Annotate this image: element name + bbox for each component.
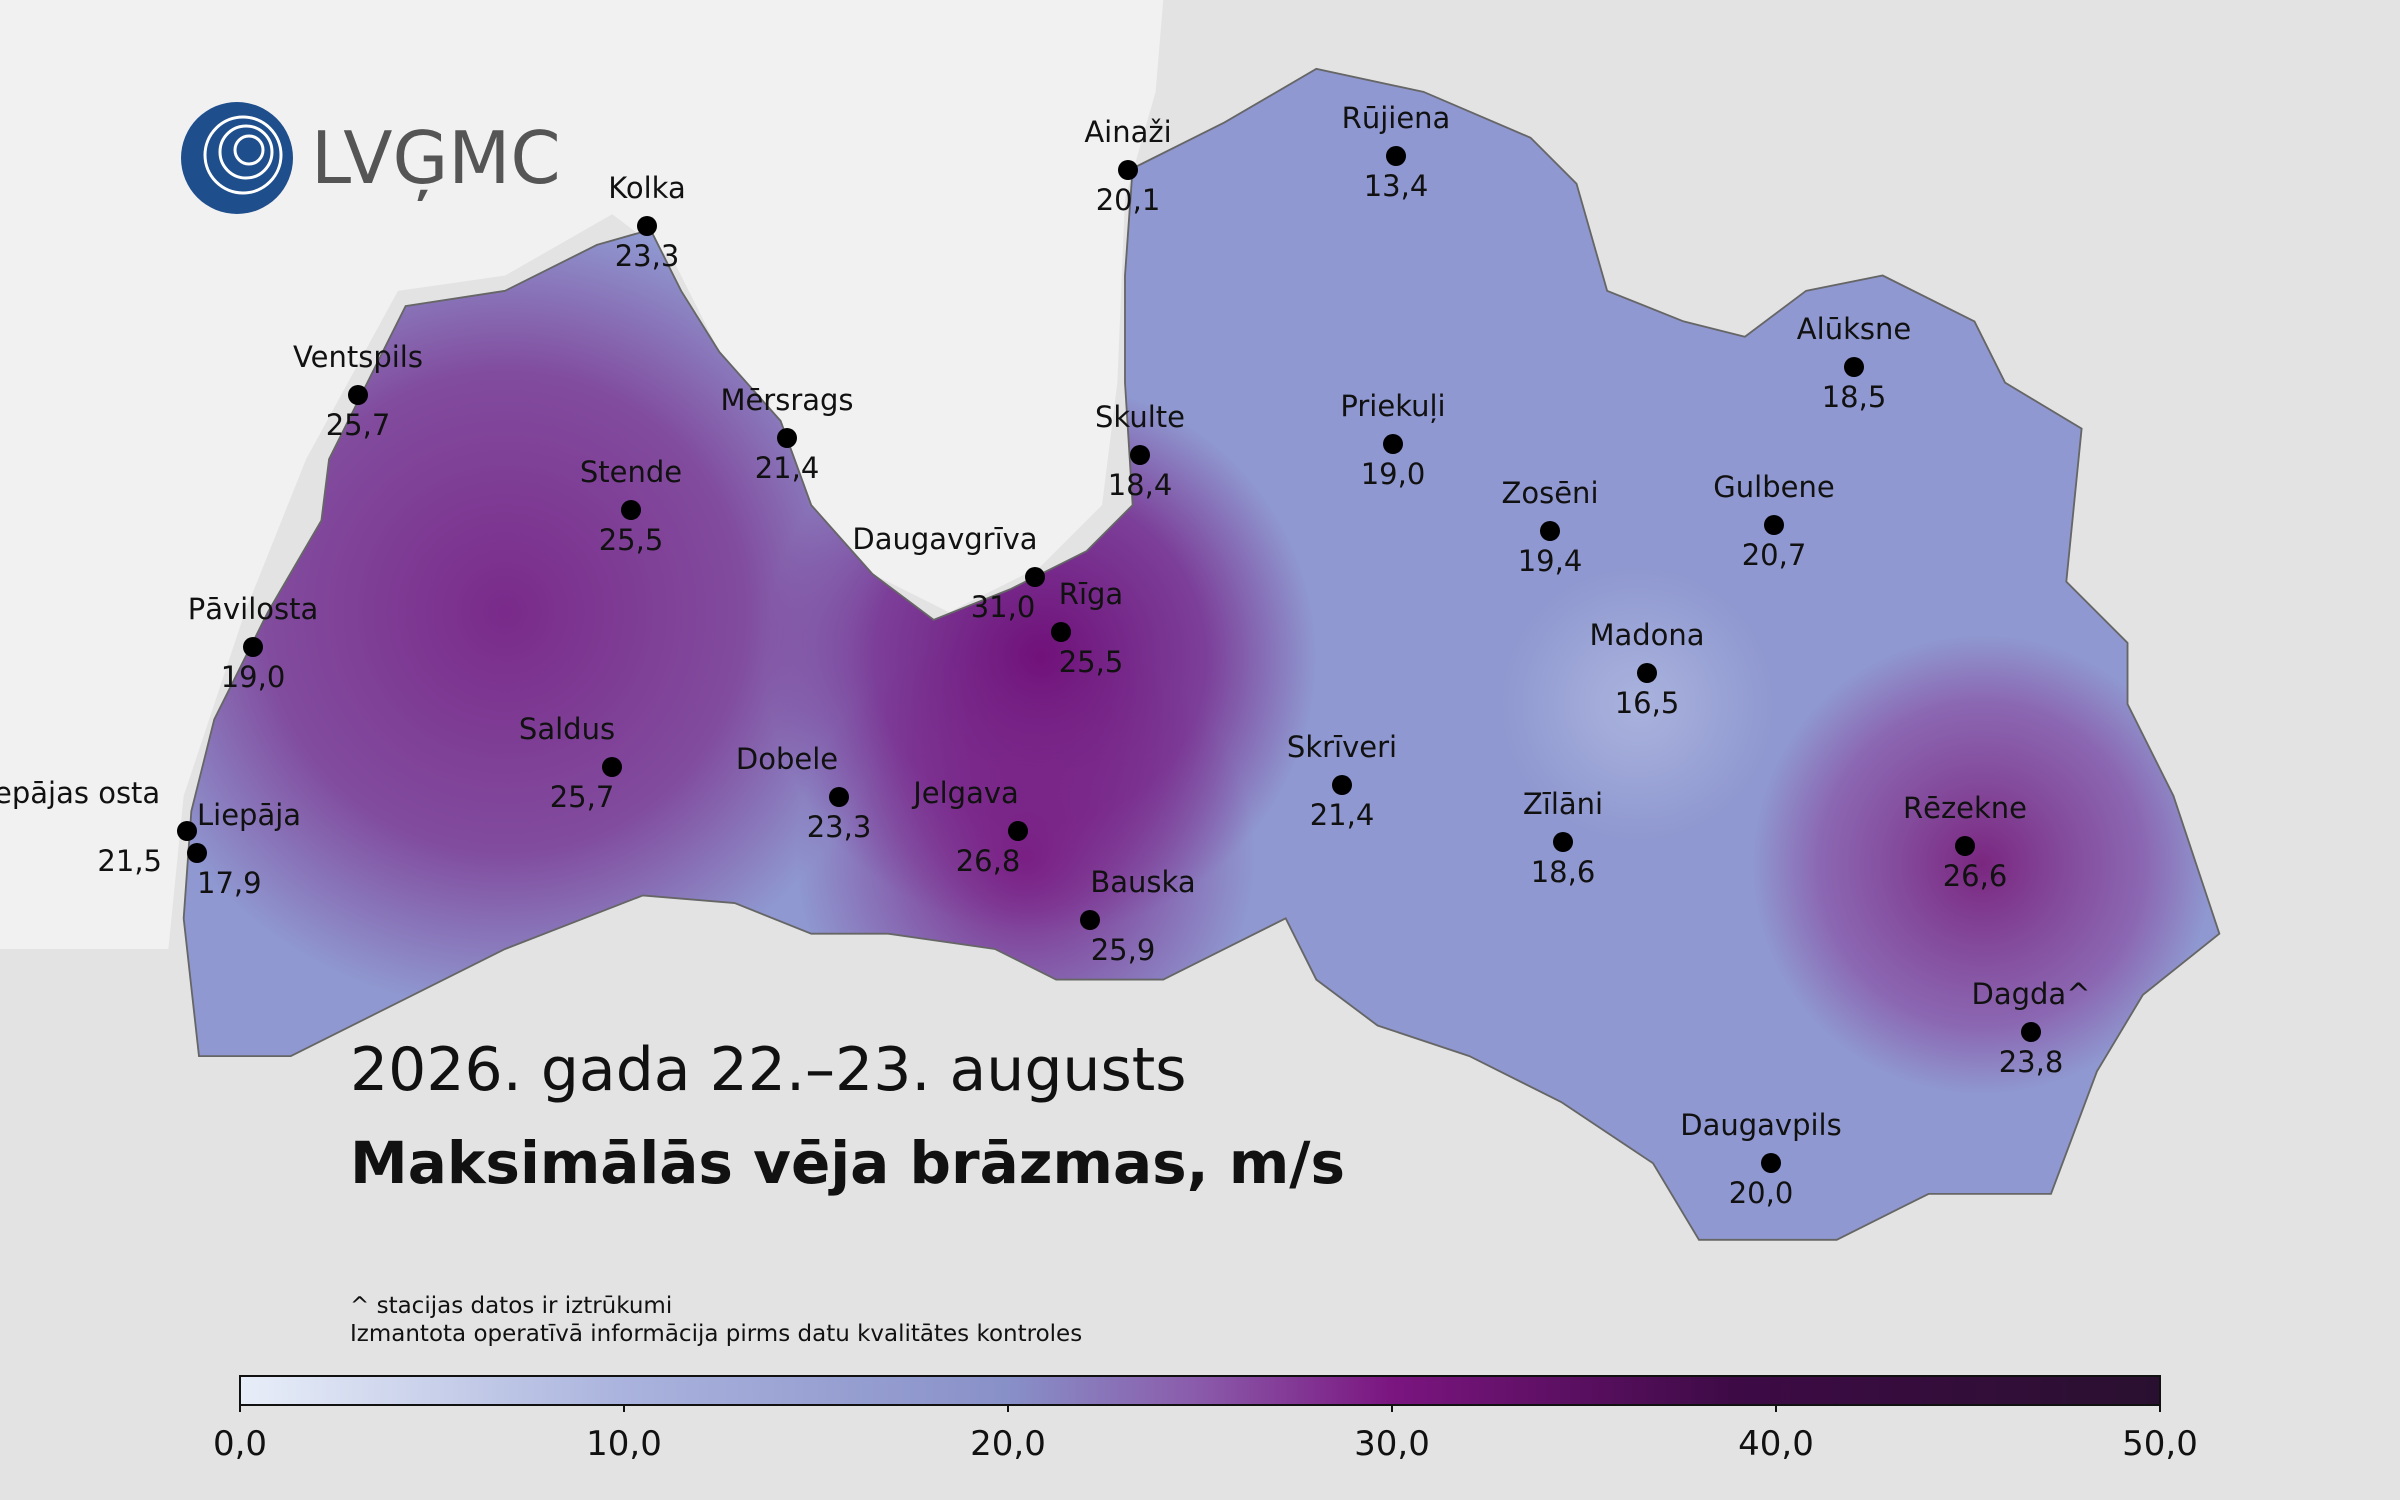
station-value: 25,5 [1059, 645, 1124, 679]
station-dot [187, 843, 207, 863]
station-name: Jelgava [911, 776, 1019, 810]
station-value: 20,7 [1742, 538, 1807, 572]
colorbar-tick-label: 20,0 [970, 1424, 1046, 1464]
station-name: Priekuļi [1340, 389, 1445, 423]
station-value: 23,3 [615, 239, 680, 273]
colorbar-tick-label: 40,0 [1738, 1424, 1814, 1464]
station-dot [621, 500, 641, 520]
station-name: Liepājas osta [0, 776, 160, 810]
station-dot [177, 821, 197, 841]
colorbar [239, 1375, 2161, 1406]
logo-text: LVĢMC [311, 116, 561, 201]
station-dot [1386, 146, 1406, 166]
stations: Ainaži 20,1 Rūjiena 13,4 Kolka 23,3 Ventspils 2… [0, 101, 2091, 1210]
note: Izmantota operatīvā informācija pirms da… [350, 1321, 1082, 1347]
station-value: 18,4 [1108, 468, 1173, 502]
station-name: Alūksne [1797, 312, 1911, 346]
station-name: Daugavpils [1680, 1108, 1841, 1142]
station-dot [2021, 1022, 2041, 1042]
station-value: 25,7 [550, 780, 615, 814]
station-value: 20,0 [1729, 1176, 1794, 1210]
station-dot [1553, 832, 1573, 852]
station-name: Pāvilosta [188, 592, 319, 626]
station-name: Kolka [608, 171, 685, 205]
station-dot [1540, 521, 1560, 541]
station-name: Skrīveri [1287, 730, 1397, 764]
station-name: Madona [1589, 618, 1704, 652]
station-value: 26,8 [956, 844, 1021, 878]
sea [0, 0, 1164, 949]
station-value: 31,0 [971, 590, 1036, 624]
subtitle: Maksimālās vēja brāzmas, m/s [350, 1129, 1345, 1197]
station-name: Rūjiena [1342, 101, 1451, 135]
station-value: 18,5 [1822, 380, 1887, 414]
station-name: Saldus [519, 712, 615, 746]
station-dot [1637, 663, 1657, 683]
station-name: Daugavgrīva [852, 522, 1037, 556]
station-dot [1844, 357, 1864, 377]
station-name: Ainaži [1084, 115, 1171, 149]
station-dot [1025, 567, 1045, 587]
station-value: 20,1 [1096, 183, 1161, 217]
station-value: 25,7 [326, 408, 391, 442]
station-value: 21,4 [755, 451, 820, 485]
colorbar-tick-label: 10,0 [586, 1424, 662, 1464]
station-value: 16,5 [1615, 686, 1680, 720]
station-value: 25,5 [599, 523, 664, 557]
station-dot [829, 787, 849, 807]
station-name: Stende [580, 455, 682, 489]
colorbar-tick-label: 50,0 [2122, 1424, 2198, 1464]
station-dot [602, 757, 622, 777]
station-name: Ventspils [293, 340, 423, 374]
note: ^ stacijas datos ir iztrūkumi [350, 1293, 672, 1319]
station-value: 19,0 [1361, 457, 1426, 491]
station-name: Dobele [736, 742, 838, 776]
station-value: 17,9 [197, 866, 262, 900]
station-name: Gulbene [1713, 470, 1834, 504]
station-value: 21,5 [97, 844, 162, 878]
station-dot [1764, 515, 1784, 535]
colorbar-tick-label: 0,0 [213, 1424, 267, 1464]
station-dot [1008, 821, 1028, 841]
station-dot [1332, 775, 1352, 795]
station-name: Rīga [1059, 577, 1123, 611]
station-dot [1383, 434, 1403, 454]
station-value: 19,4 [1518, 544, 1583, 578]
station-value: 21,4 [1310, 798, 1375, 832]
station-dot [243, 637, 263, 657]
station-dot [1051, 622, 1071, 642]
station-value: 23,3 [807, 810, 872, 844]
station-dot [637, 216, 657, 236]
station-value: 13,4 [1364, 169, 1429, 203]
station-name: Rēzekne [1903, 791, 2027, 825]
logo: LVĢMC [181, 102, 561, 214]
station-dot [777, 428, 797, 448]
station-name: Skulte [1095, 400, 1185, 434]
station-name: Mērsrags [720, 383, 853, 417]
station-dot [1118, 160, 1138, 180]
station-dot [1080, 910, 1100, 930]
station-value: 25,9 [1091, 933, 1156, 967]
station-value: 26,6 [1943, 859, 2008, 893]
colorbar-tick-label: 30,0 [1354, 1424, 1430, 1464]
station-value: 23,8 [1999, 1045, 2064, 1079]
station-name: Bauska [1090, 865, 1195, 899]
station-dot [1955, 836, 1975, 856]
station-name: Zosēni [1502, 476, 1599, 510]
title: 2026. gada 22.–23. augusts [350, 1035, 1186, 1105]
station-value: 19,0 [221, 660, 286, 694]
station-name: Dagda^ [1972, 977, 2091, 1011]
station-name: Zīlāni [1523, 787, 1603, 821]
station-dot [1761, 1153, 1781, 1173]
station-dot [348, 385, 368, 405]
station-dot [1130, 445, 1150, 465]
station-value: 18,6 [1531, 855, 1596, 889]
station-name: Liepāja [197, 798, 301, 832]
